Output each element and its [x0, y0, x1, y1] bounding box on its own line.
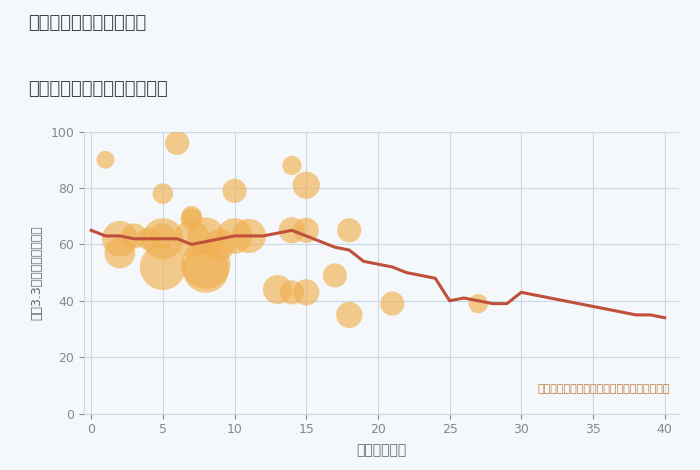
- Point: [172, 139, 183, 147]
- Point: [300, 181, 312, 189]
- Point: [158, 263, 169, 271]
- Point: [114, 235, 125, 243]
- Point: [100, 156, 111, 164]
- Point: [114, 249, 125, 257]
- Point: [215, 241, 226, 248]
- Point: [186, 215, 197, 223]
- Point: [143, 235, 154, 243]
- X-axis label: 築年数（年）: 築年数（年）: [356, 443, 407, 457]
- Point: [344, 227, 355, 234]
- Point: [158, 232, 169, 240]
- Point: [129, 232, 140, 240]
- Point: [200, 260, 211, 268]
- Text: 築年数別中古マンション価格: 築年数別中古マンション価格: [28, 80, 168, 98]
- Point: [158, 190, 169, 197]
- Point: [286, 289, 297, 296]
- Point: [244, 232, 255, 240]
- Text: 円の大きさは、取引のあった物件面積を示す: 円の大きさは、取引のあった物件面積を示す: [538, 384, 670, 394]
- Point: [329, 272, 340, 279]
- Point: [473, 300, 484, 307]
- Point: [286, 162, 297, 169]
- Y-axis label: 坪（3.3㎡）単価（万円）: 坪（3.3㎡）単価（万円）: [31, 225, 43, 320]
- Point: [344, 311, 355, 319]
- Point: [200, 266, 211, 274]
- Point: [200, 232, 211, 240]
- Point: [186, 212, 197, 220]
- Point: [300, 289, 312, 296]
- Point: [272, 286, 284, 293]
- Point: [286, 227, 297, 234]
- Point: [158, 235, 169, 243]
- Point: [229, 232, 240, 240]
- Text: 三重県松阪市飯南町深野: 三重県松阪市飯南町深野: [28, 14, 146, 32]
- Point: [300, 227, 312, 234]
- Point: [386, 300, 398, 307]
- Point: [229, 187, 240, 195]
- Point: [186, 235, 197, 243]
